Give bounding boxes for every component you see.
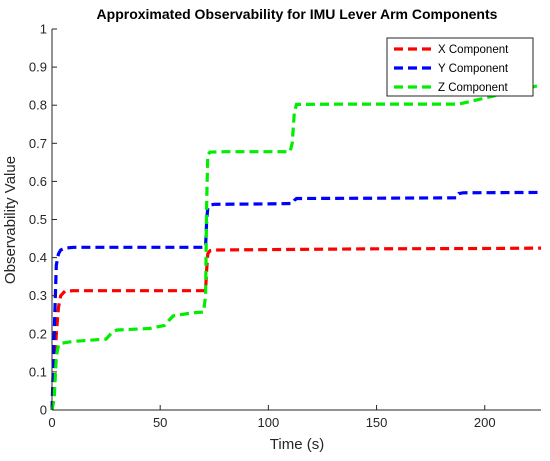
y-axis-title: Observability Value — [2, 156, 19, 284]
y-tick-label: 0.1 — [29, 364, 47, 379]
y-tick-label: 0.6 — [29, 174, 47, 189]
legend-label-3: Z Component — [438, 82, 508, 94]
y-tick-label: 0.2 — [29, 326, 47, 341]
x-tick-label: 200 — [474, 415, 496, 430]
x-tick-label: 50 — [153, 415, 167, 430]
series-line-3 — [50, 83, 542, 411]
y-tick-label: 1 — [40, 22, 47, 37]
y-tick-label: 0.7 — [29, 136, 47, 151]
y-tick-label: 0.4 — [29, 250, 47, 265]
series-line-1 — [50, 246, 542, 411]
y-tick-label: 0 — [40, 403, 47, 418]
chart-title: Approximated Observability for IMU Lever… — [97, 6, 498, 22]
legend: X Component Y Component Z Component — [386, 37, 534, 97]
legend-label-1: X Component — [438, 44, 509, 56]
x-axis-title: Time (s) — [270, 436, 324, 453]
y-tick-label: 0.8 — [29, 98, 47, 113]
y-tick-label: 0.5 — [29, 212, 47, 227]
y-tick-label: 0.3 — [29, 288, 47, 303]
series-line-2 — [50, 190, 542, 411]
legend-label-2: Y Component — [438, 63, 509, 75]
x-tick-label: 0 — [48, 415, 55, 430]
axes-layer: 0 50 100 150 200 0 0.1 0.2 0.3 0.4 0.5 0.6 0.7 0.8 0.9… — [29, 22, 541, 430]
y-tick-label: 0.9 — [29, 60, 47, 75]
series-layer — [50, 83, 542, 411]
x-tick-label: 150 — [366, 415, 388, 430]
x-tick-label: 100 — [258, 415, 280, 430]
